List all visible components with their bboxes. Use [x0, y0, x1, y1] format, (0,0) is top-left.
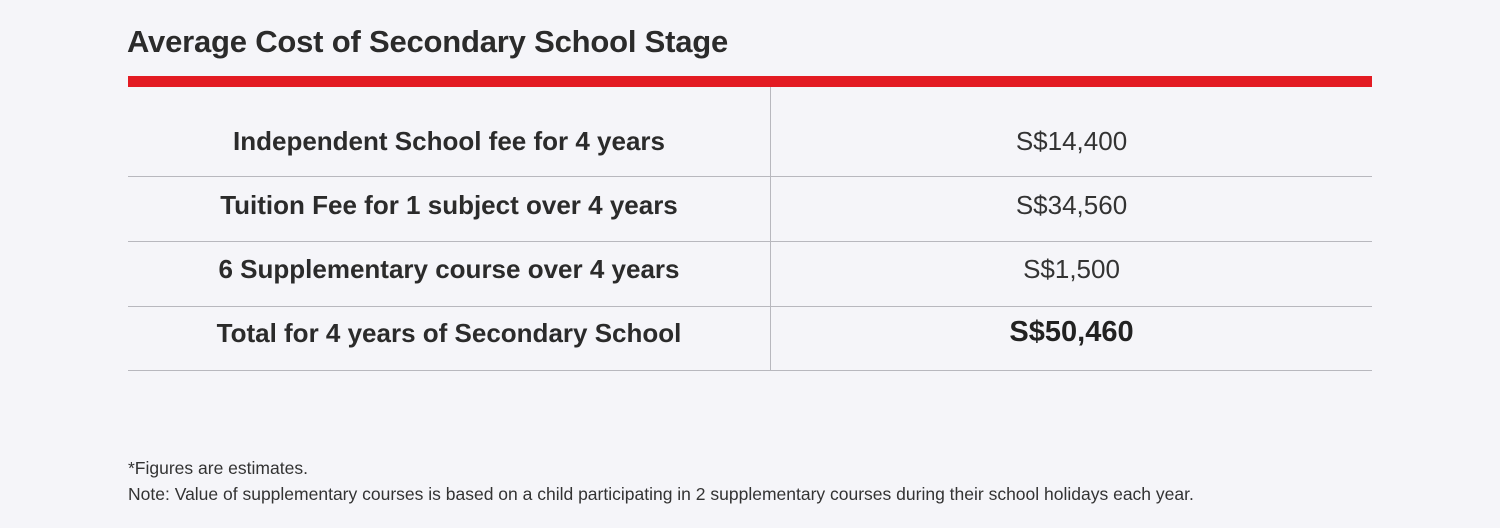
- estimate-footnote: *Figures are estimates.: [128, 458, 308, 478]
- table-row: 6 Supplementary course over 4 years S$1,…: [128, 242, 1372, 307]
- title-underline: [128, 76, 1372, 87]
- supplementary-note: Note: Value of supplementary courses is …: [128, 484, 1194, 504]
- total-label: Total for 4 years of Secondary School: [216, 318, 682, 348]
- column-divider: [770, 87, 771, 371]
- row-label: Independent School fee for 4 years: [233, 126, 665, 156]
- row-value: S$1,500: [1023, 254, 1120, 284]
- total-value: S$50,460: [1009, 316, 1134, 348]
- row-label: Tuition Fee for 1 subject over 4 years: [220, 190, 678, 220]
- page-title: Average Cost of Secondary School Stage: [127, 24, 729, 59]
- table-row: Independent School fee for 4 years S$14,…: [128, 87, 1372, 177]
- table-row: Tuition Fee for 1 subject over 4 years S…: [128, 177, 1372, 242]
- row-value: S$14,400: [1015, 126, 1128, 156]
- row-value: S$34,560: [1015, 190, 1128, 220]
- table-row-total: Total for 4 years of Secondary School S$…: [128, 307, 1372, 371]
- row-label: 6 Supplementary course over 4 years: [218, 254, 680, 284]
